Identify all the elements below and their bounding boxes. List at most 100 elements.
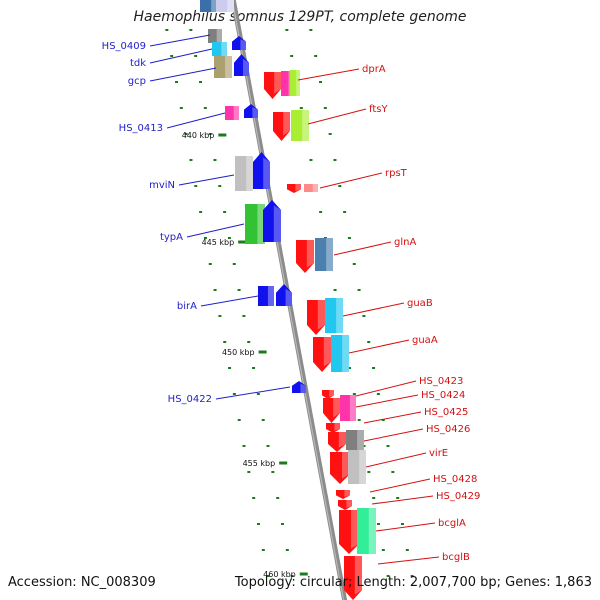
right-feature-18	[328, 432, 346, 452]
right-feature-14	[322, 390, 334, 399]
right-feature-10	[307, 300, 325, 335]
left-feature-12	[245, 204, 265, 244]
leader-line	[348, 339, 410, 354]
gene-label-birA[interactable]: birA	[177, 301, 197, 312]
leader-line	[149, 67, 217, 82]
scale-label: 460 kbp	[263, 570, 296, 579]
leader-line	[369, 478, 431, 493]
left-feature-2	[216, 0, 234, 12]
left-feature-6	[214, 56, 232, 78]
gene-label-guaB[interactable]: guaB	[407, 298, 433, 309]
right-feature-24	[339, 510, 359, 554]
scale-ticks: 440 kbp 445 kbp 450 kbp 455 kbp 460 kbp	[182, 131, 308, 579]
scale-label: 455 kbp	[243, 459, 276, 468]
gene-label-HS_0422[interactable]: HS_0422	[168, 394, 212, 405]
right-feature-6	[287, 184, 301, 193]
right-feature-8	[296, 240, 314, 273]
gene-label-HS_0423[interactable]: HS_0423	[419, 376, 463, 387]
left-feature-9	[244, 104, 258, 118]
gene-features	[200, 0, 376, 600]
gene-label-rpsT[interactable]: rpsT	[385, 168, 408, 179]
dotted-guides	[165, 29, 414, 577]
gene-label-HS_0426[interactable]: HS_0426	[426, 424, 470, 435]
label-leaders	[149, 34, 440, 565]
leader-line	[200, 295, 259, 307]
right-feature-21	[348, 450, 366, 484]
left-feature-8	[225, 106, 239, 120]
right-feature-4	[273, 112, 290, 141]
leader-line	[342, 302, 405, 317]
gene-label-guaA[interactable]: guaA	[412, 335, 438, 346]
left-feature-1	[200, 0, 218, 12]
left-feature-5	[212, 42, 227, 56]
right-feature-19	[346, 430, 364, 450]
leader-line	[319, 172, 383, 189]
leader-line	[215, 386, 291, 400]
left-feature-4	[232, 36, 246, 50]
left-feature-11	[253, 152, 270, 189]
leader-line	[186, 223, 245, 238]
left-feature-7	[234, 54, 249, 76]
left-feature-3	[208, 29, 222, 43]
right-feature-15	[323, 398, 340, 423]
gene-label-HS_0424[interactable]: HS_0424	[421, 390, 465, 401]
gene-label-typA[interactable]: typA	[160, 232, 183, 243]
right-feature-25	[357, 508, 376, 554]
left-feature-14	[258, 286, 274, 306]
map-title: Haemophilus somnus 129PT, complete genom…	[133, 9, 467, 25]
gene-label-virE[interactable]: virE	[429, 448, 448, 459]
gene-label-HS_0425[interactable]: HS_0425	[424, 407, 468, 418]
gene-label-dprA[interactable]: dprA	[362, 64, 386, 75]
right-feature-26	[344, 556, 362, 600]
leader-line	[333, 241, 392, 256]
gene-label-bcglB[interactable]: bcglB	[442, 552, 470, 563]
right-feature-13	[331, 335, 349, 372]
right-feature-23	[338, 500, 352, 510]
gene-label-HS_0428[interactable]: HS_0428	[433, 474, 477, 485]
leader-line	[166, 112, 226, 129]
leader-line	[377, 556, 440, 565]
right-feature-17	[326, 423, 340, 433]
right-feature-20	[330, 452, 350, 484]
right-feature-12	[313, 337, 331, 372]
genome-summary: Topology: circular; Length: 2,007,700 bp…	[234, 575, 592, 590]
right-feature-9	[315, 238, 333, 271]
leader-line	[149, 34, 211, 47]
left-feature-16	[292, 381, 306, 393]
right-feature-22	[336, 490, 350, 499]
gene-label-tdk[interactable]: tdk	[130, 58, 146, 69]
leader-line	[365, 452, 427, 468]
gene-label-gcp[interactable]: gcp	[128, 76, 146, 87]
left-feature-10	[235, 156, 253, 191]
right-feature-1	[264, 72, 281, 99]
leader-line	[363, 411, 422, 424]
leader-line	[355, 394, 419, 408]
gene-label-ftsY[interactable]: ftsY	[369, 104, 388, 115]
leader-line	[178, 174, 235, 186]
gene-label-glnA[interactable]: glnA	[394, 237, 416, 248]
leader-line	[307, 108, 367, 125]
right-feature-3	[290, 70, 300, 96]
right-feature-7	[304, 184, 318, 192]
leader-line	[363, 428, 424, 442]
right-feature-5	[291, 110, 309, 141]
scale-label: 445 kbp	[202, 238, 235, 247]
gene-label-HS_0409[interactable]: HS_0409	[102, 41, 146, 52]
left-feature-13	[263, 200, 281, 242]
gene-label-HS_0413[interactable]: HS_0413	[119, 123, 163, 134]
leader-line	[375, 522, 436, 532]
left-feature-15	[276, 284, 292, 306]
accession-text: Accession: NC_008309	[8, 575, 156, 590]
leader-line	[355, 380, 417, 397]
gene-label-mviN[interactable]: mviN	[149, 180, 175, 191]
scale-label: 450 kbp	[222, 348, 255, 357]
right-feature-16	[340, 395, 356, 421]
gene-label-bcglA[interactable]: bcglA	[438, 518, 466, 529]
leader-line	[371, 495, 434, 505]
leader-line	[297, 68, 360, 81]
right-feature-11	[325, 298, 343, 333]
gene-label-HS_0429[interactable]: HS_0429	[436, 491, 480, 502]
leader-line	[149, 48, 213, 64]
